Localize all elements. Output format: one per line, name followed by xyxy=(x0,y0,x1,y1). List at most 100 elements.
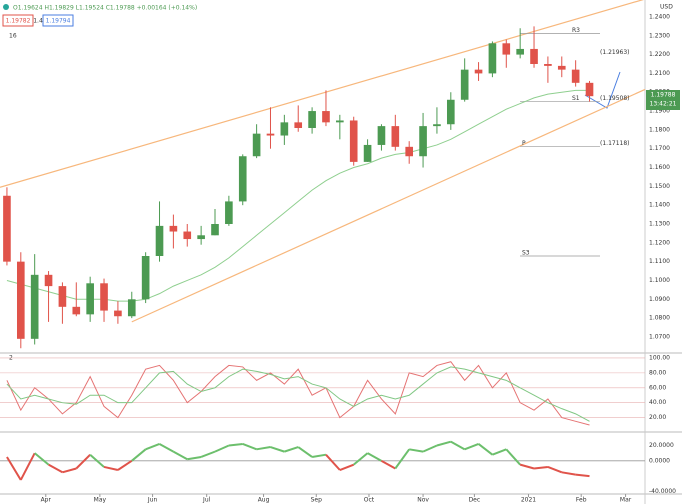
box-text: 1.19782 xyxy=(6,18,31,25)
y-tick-label: 20.0000 xyxy=(649,442,674,449)
candle-body xyxy=(571,69,580,83)
y-tick-label: 1.0700 xyxy=(649,333,670,340)
y-tick-label: 1.1800 xyxy=(649,126,670,133)
x-tick-label: Aug xyxy=(258,497,270,504)
momentum-segment xyxy=(311,453,327,458)
candle-body xyxy=(169,225,178,232)
momentum-segment xyxy=(367,452,382,462)
candle-body xyxy=(72,306,81,315)
momentum-segment xyxy=(187,456,202,461)
box-text: 1.4 xyxy=(33,18,43,25)
x-tick-label: Nov xyxy=(417,497,429,504)
y-tick-label: 1.2300 xyxy=(649,32,670,39)
y-tick-label: 1.1600 xyxy=(649,164,670,171)
momentum-segment xyxy=(422,444,438,453)
y-tick-label: 1.1400 xyxy=(649,202,670,209)
x-tick-label: Oct xyxy=(364,497,375,504)
y-tick-label: 1.2100 xyxy=(649,70,670,77)
channel-line xyxy=(131,88,646,323)
candle-body xyxy=(336,120,344,123)
momentum-segment xyxy=(380,459,396,470)
momentum-segment xyxy=(34,452,50,466)
momentum-segment xyxy=(339,463,355,471)
pivot-label: (1.21963) xyxy=(600,49,630,56)
momentum-segment xyxy=(270,446,285,453)
momentum-segment xyxy=(200,450,216,458)
momentum-segment xyxy=(533,465,549,470)
candle-body xyxy=(488,43,497,74)
y-tick-label: 100.00 xyxy=(649,354,670,361)
candle-body xyxy=(3,195,11,262)
candle-body xyxy=(544,64,552,66)
momentum-segment xyxy=(48,463,63,474)
candle-body xyxy=(474,69,483,74)
x-tick-label: Dec xyxy=(469,497,481,504)
candle-body xyxy=(391,126,400,147)
last-price-box xyxy=(646,90,680,110)
momentum-segment xyxy=(325,454,341,471)
ohlc-readout: O1.19624 H1.19829 L1.19524 C1.19788 +0.0… xyxy=(13,5,197,12)
momentum-segment xyxy=(228,442,243,447)
momentum-segment xyxy=(450,440,466,451)
x-tick-label: Sep xyxy=(311,497,323,504)
momentum-segment xyxy=(117,459,133,471)
candle-body xyxy=(294,122,303,128)
pivot-label: P xyxy=(522,140,526,147)
y-tick-label: 1.1000 xyxy=(649,277,670,284)
momentum-segment xyxy=(214,444,230,453)
last-price: 1.19788 xyxy=(651,92,676,99)
y-tick-label: 1.2200 xyxy=(649,51,670,58)
momentum-segment xyxy=(131,448,147,462)
momentum-segment xyxy=(75,453,91,470)
candle-body xyxy=(252,133,261,157)
box-text: 1.19794 xyxy=(46,18,71,25)
candle-body xyxy=(58,286,67,307)
x-tick-label: May xyxy=(94,497,107,504)
pivot-label: S3 xyxy=(522,250,530,257)
candle-body xyxy=(530,48,538,64)
y-tick-label: 1.1300 xyxy=(649,221,670,228)
candle-body xyxy=(100,283,108,311)
y-tick-label: 1.0800 xyxy=(649,315,670,322)
momentum-segment xyxy=(159,443,174,453)
momentum-segment xyxy=(464,443,479,451)
currency-label: USD xyxy=(660,4,673,11)
y-tick-label: 60.00 xyxy=(649,384,666,391)
y-tick-label: 1.1500 xyxy=(649,183,670,190)
channel-line xyxy=(0,0,644,188)
momentum-segment xyxy=(19,452,36,481)
momentum-segment xyxy=(89,453,105,468)
y-tick-label: 1.0900 xyxy=(649,296,670,303)
candle-body xyxy=(225,201,233,224)
y-tick-label: 1.1200 xyxy=(649,239,670,246)
price-box[interactable] xyxy=(42,14,74,27)
x-tick-label: Jul xyxy=(202,497,211,504)
pivot-label: (1.19508) xyxy=(600,95,630,102)
momentum-segment xyxy=(284,446,299,453)
momentum-segment xyxy=(575,473,590,478)
y-tick-label: -40.0000 xyxy=(649,488,676,495)
x-tick-label: Jun xyxy=(147,497,158,504)
x-tick-label: 2021 xyxy=(521,497,536,504)
y-tick-label: 1.2400 xyxy=(649,13,670,20)
candle-body xyxy=(141,256,150,300)
candle-body xyxy=(280,122,289,136)
candle-body xyxy=(585,82,594,97)
price-box[interactable] xyxy=(2,14,34,27)
momentum-segment xyxy=(172,450,188,461)
candle-body xyxy=(349,120,358,162)
candle-body xyxy=(322,111,330,123)
candle-body xyxy=(405,146,414,157)
momentum-segment xyxy=(145,443,160,451)
candle-body xyxy=(44,274,53,287)
momentum-segment xyxy=(6,456,22,481)
y-tick-label: 80.00 xyxy=(649,369,666,376)
x-tick-label: Apr xyxy=(41,497,52,504)
oscillator-line xyxy=(6,366,590,422)
candle-body xyxy=(238,156,247,202)
candle-body xyxy=(16,261,25,339)
symbol-icon[interactable] xyxy=(3,4,9,10)
candle-body xyxy=(30,274,39,339)
